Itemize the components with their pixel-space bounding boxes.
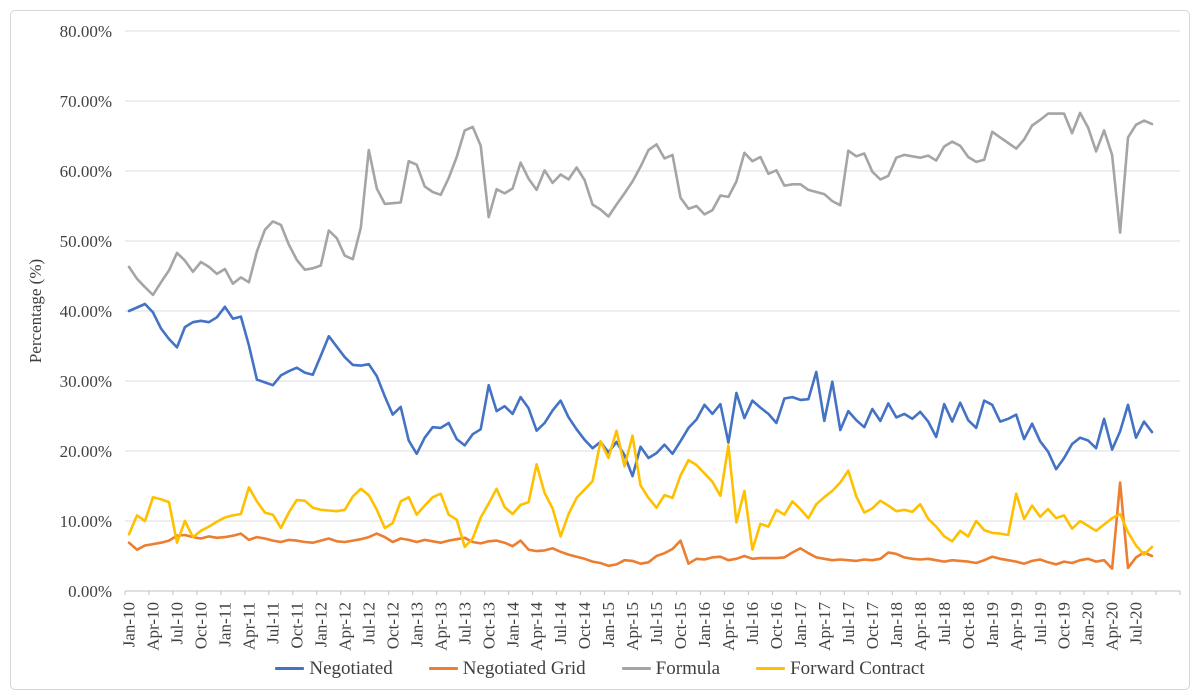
legend-label-forward-contract: Forward Contract (790, 658, 925, 679)
x-tick-label: Apr-17 (815, 602, 834, 651)
x-tick-label: Jul-14 (551, 602, 570, 645)
x-tick-label: Jul-20 (1127, 602, 1146, 645)
x-tick-label: Apr-12 (335, 602, 354, 651)
y-tick-label: 60.00% (60, 162, 112, 181)
y-axis-title: Percentage (%) (26, 259, 45, 363)
x-tick-label: Apr-18 (911, 602, 930, 651)
x-tick-label: Oct-19 (1055, 602, 1074, 649)
x-tick-label: Apr-14 (527, 602, 546, 651)
x-tick-label: Jan-11 (216, 602, 235, 647)
legend-item-negotiated-grid: Negotiated Grid (428, 658, 586, 679)
x-tick-label: Oct-10 (192, 602, 211, 649)
x-tick-label: Jan-16 (695, 602, 714, 647)
x-tick-label: Jul-16 (743, 602, 762, 645)
x-tick-label: Oct-15 (671, 602, 690, 649)
line-chart-canvas: 0.00% 10.00% 20.00% 30.00% 40.00% 50.00% 60.00… (26, 22, 1181, 651)
legend-label-negotiated-grid: Negotiated Grid (462, 658, 586, 679)
x-tick-label: Jan-17 (791, 602, 810, 648)
legend-marker-negotiated-grid (428, 666, 458, 671)
plot-area: 0.00% 10.00% 20.00% 30.00% 40.00% 50.00% 60.00… (60, 22, 1181, 651)
x-tick-label: Jul-13 (455, 602, 474, 645)
x-tick-label: Jan-10 (120, 602, 139, 647)
y-tick-label: 50.00% (60, 232, 112, 251)
x-tick-label: Apr-16 (719, 602, 738, 651)
x-tick-label: Oct-14 (575, 602, 594, 650)
series-line-formula (127, 111, 1154, 297)
x-tick-label: Apr-13 (431, 602, 450, 651)
x-tick-label: Oct-11 (287, 602, 306, 649)
series-line-negotiated-grid (127, 481, 1154, 570)
legend-marker-formula (621, 666, 651, 671)
x-tick-label: Jan-14 (503, 602, 522, 648)
legend-marker-negotiated (275, 666, 305, 671)
chart-legend: Negotiated Negotiated Grid Formula Forward … (11, 659, 1189, 678)
x-tick-label: Jan-18 (887, 602, 906, 647)
x-tick-label: Oct-16 (767, 602, 786, 649)
y-tick-label: 30.00% (60, 372, 112, 391)
x-tick-label: Jul-10 (168, 602, 187, 645)
y-tick-label: 10.00% (60, 512, 112, 531)
x-tick-label: Oct-17 (863, 602, 882, 650)
x-tick-label: Apr-15 (623, 602, 642, 651)
x-tick-label: Jan-13 (407, 602, 426, 647)
x-tick-label: Jul-17 (839, 602, 858, 645)
legend-label-negotiated: Negotiated (309, 658, 393, 679)
y-tick-label: 70.00% (60, 92, 112, 111)
y-tick-label: 20.00% (60, 442, 112, 461)
series-line-forward-contract (127, 429, 1154, 556)
x-tick-label: Apr-10 (144, 602, 163, 651)
x-tick-label: Jan-12 (311, 602, 330, 647)
legend-item-negotiated: Negotiated (275, 658, 393, 679)
legend-label-formula: Formula (655, 658, 721, 679)
x-tick-label: Jan-19 (983, 602, 1002, 647)
x-tick-label: Apr-20 (1103, 602, 1122, 651)
series-line-negotiated (127, 302, 1154, 478)
y-tick-label: 80.00% (60, 22, 112, 41)
x-tick-label: Apr-11 (239, 602, 258, 650)
chart-figure: 0.00% 10.00% 20.00% 30.00% 40.00% 50.00% 60.00… (10, 10, 1190, 690)
legend-item-forward-contract: Forward Contract (756, 659, 925, 678)
legend-item-formula: Formula (621, 658, 721, 679)
x-tick-label: Jul-15 (647, 602, 666, 645)
x-tick-label: Oct-12 (383, 602, 402, 649)
x-tick-label: Jul-19 (1031, 602, 1050, 645)
y-tick-label: 40.00% (60, 302, 112, 321)
legend-marker-forward-contract (756, 666, 786, 671)
y-tick-label: 0.00% (68, 582, 112, 601)
x-tick-label: Jan-15 (599, 602, 618, 647)
x-tick-label: Jan-20 (1079, 602, 1098, 647)
x-tick-label: Apr-19 (1007, 602, 1026, 651)
x-tick-label: Oct-13 (479, 602, 498, 649)
x-tick-label: Oct-18 (959, 602, 978, 649)
x-tick-label: Jul-11 (263, 602, 282, 644)
x-tick-label: Jul-18 (935, 602, 954, 645)
x-tick-label: Jul-12 (359, 602, 378, 645)
